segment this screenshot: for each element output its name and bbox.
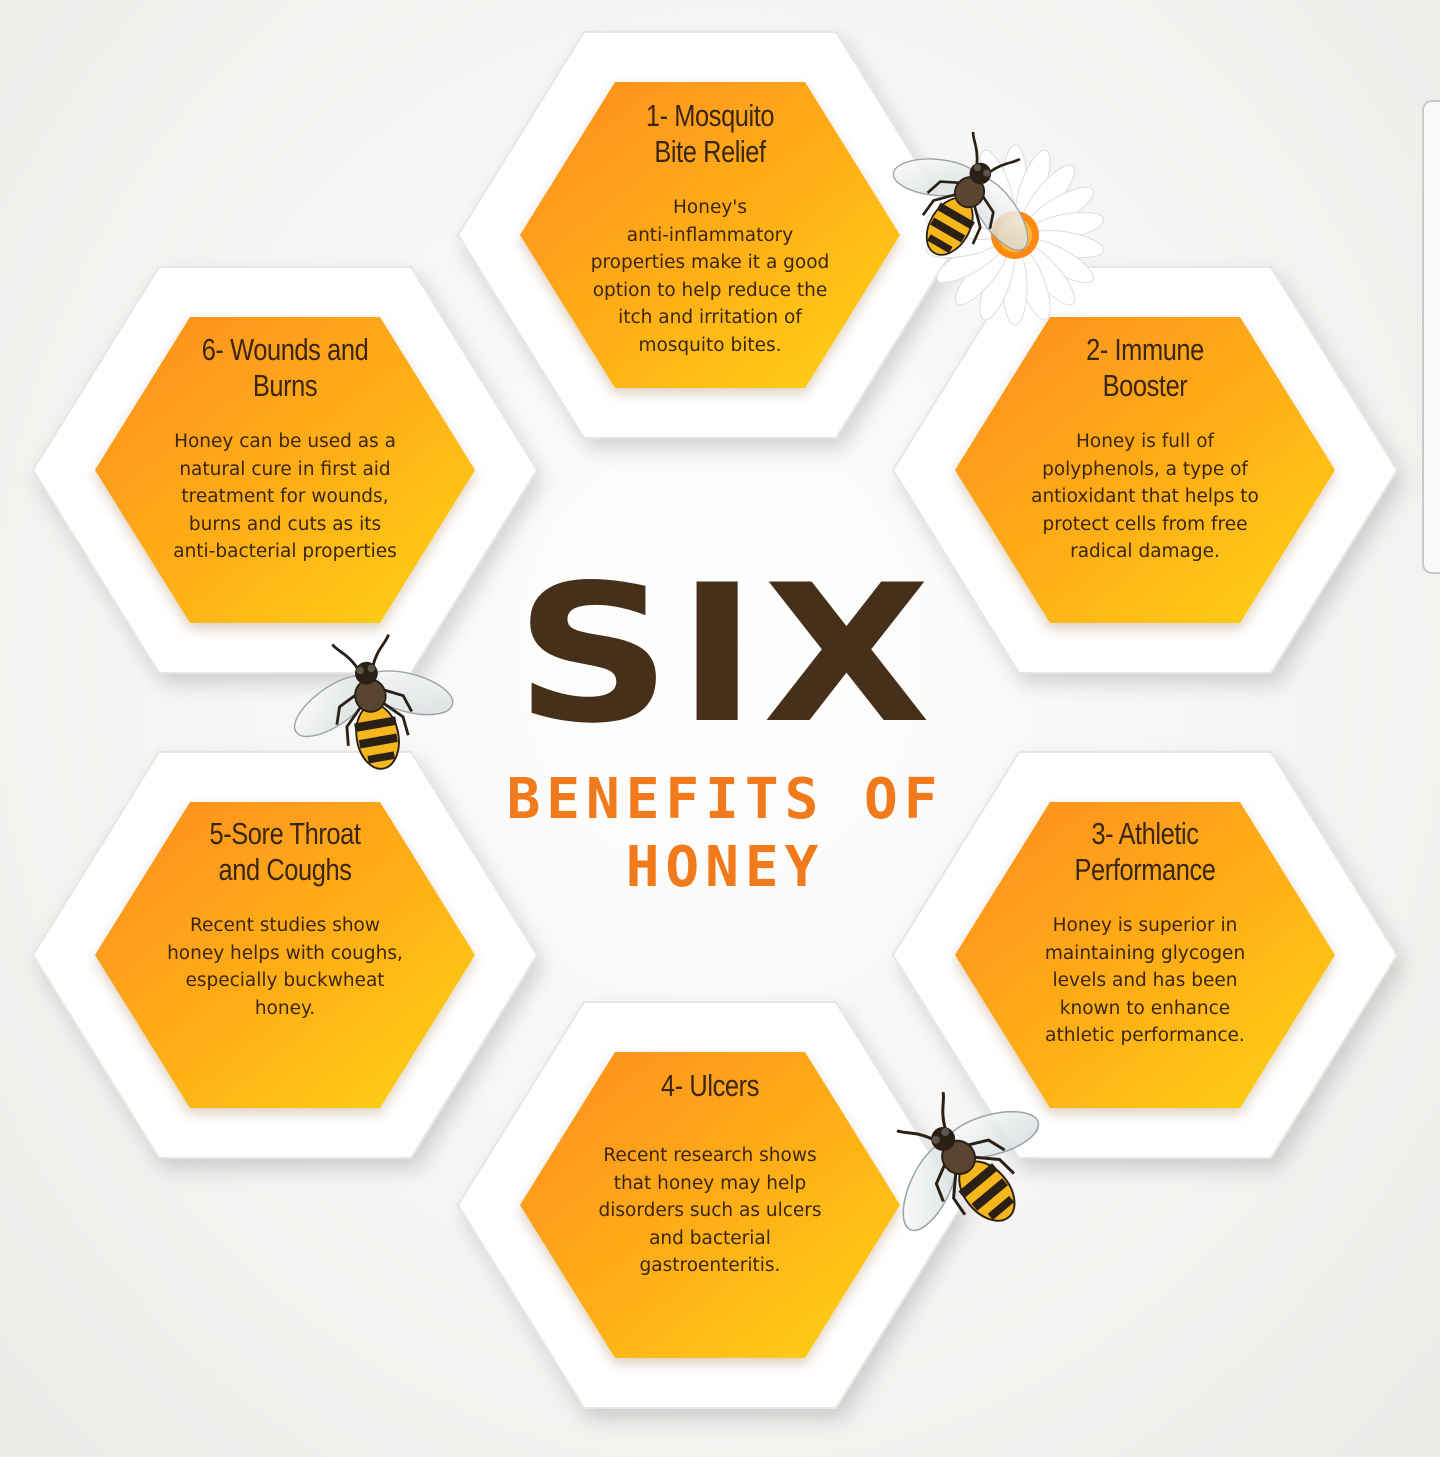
benefit-description: Honey's anti-inflammatory properties mak… (590, 197, 830, 356)
hexagon-6-honey-fill (95, 317, 475, 623)
hexagon-5-honey-fill (95, 802, 475, 1108)
benefit-description: Honey is full of polyphenols, a type of … (1031, 431, 1259, 562)
hexagon-3-honey-fill (955, 802, 1335, 1108)
benefit-title: 6- Wounds and Burns (201, 332, 369, 403)
benefit-card-mosquito-bite-relief: 1- Mosquito Bite Relief Honey's anti-inf… (540, 98, 880, 359)
benefit-card-wounds-and-burns: 6- Wounds and Burns Honey can be used as… (115, 332, 455, 566)
benefit-title: 3- Athletic Performance (1074, 816, 1216, 887)
benefit-description: Recent research shows that honey may hel… (598, 1145, 822, 1276)
side-scroll-handle[interactable] (1422, 100, 1440, 574)
hexagon-2-honey-fill (955, 317, 1335, 623)
benefit-card-immune-booster: 2- Immune Booster Honey is full of polyp… (975, 332, 1315, 566)
benefit-title: 1- Mosquito Bite Relief (645, 98, 775, 169)
benefit-description: Honey is superior in maintaining glycoge… (1044, 915, 1246, 1046)
headline-honey: HONEY (625, 835, 825, 900)
headline-benefits-of: BENEFITS OF (506, 767, 944, 832)
benefit-description: Recent studies show honey helps with cou… (167, 915, 403, 1019)
benefit-title: 2- Immune Booster (1086, 332, 1204, 403)
benefit-description: Honey can be used as a natural cure in f… (173, 431, 397, 562)
benefit-card-sore-throat: 5-Sore Throat and Coughs Recent studies … (115, 816, 455, 1022)
benefit-title: 5-Sore Throat and Coughs (209, 816, 361, 887)
hexagon-1-honey-fill (520, 82, 900, 388)
benefit-card-ulcers: 4- Ulcers Recent research shows that hon… (540, 1068, 880, 1280)
benefit-title: 4- Ulcers (660, 1068, 759, 1103)
hexagon-4-honey-fill (520, 1052, 900, 1358)
headline-six: SIX (514, 544, 936, 765)
benefit-card-athletic-performance: 3- Athletic Performance Honey is superio… (975, 816, 1315, 1050)
